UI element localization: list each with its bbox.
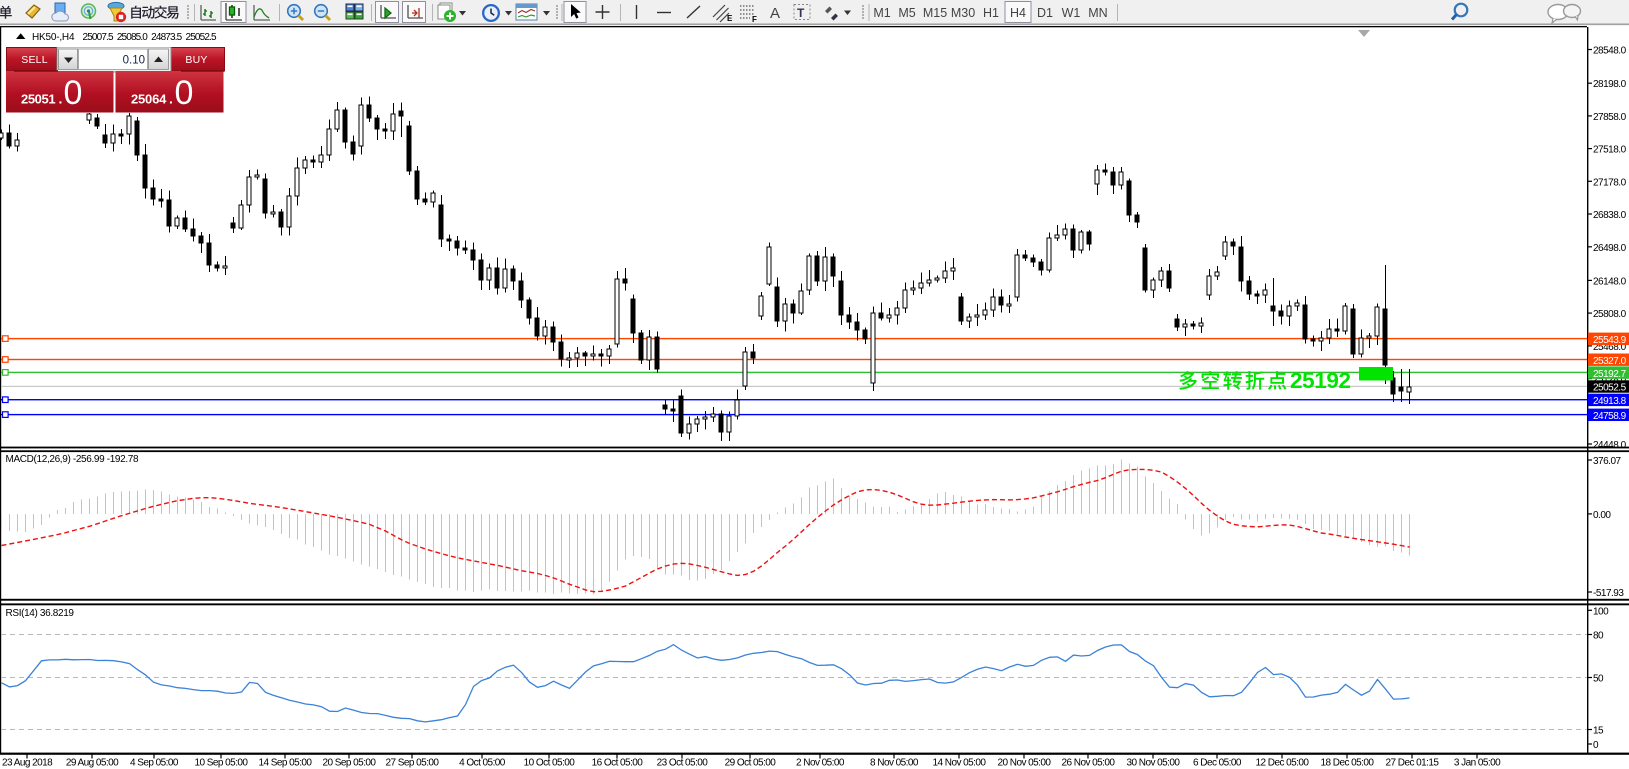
svg-text:0.00: 0.00: [1593, 510, 1611, 521]
svg-text:10 Sep 05:00: 10 Sep 05:00: [195, 758, 249, 769]
svg-text:.: .: [169, 90, 173, 106]
svg-text:25468.0: 25468.0: [1593, 342, 1627, 353]
svg-text:M30: M30: [951, 6, 975, 20]
svg-text:RSI(14) 36.8219: RSI(14) 36.8219: [6, 608, 75, 619]
svg-text:29 Aug 05:00: 29 Aug 05:00: [66, 758, 119, 769]
svg-text:14 Sep 05:00: 14 Sep 05:00: [259, 758, 313, 769]
svg-text:27 Sep 05:00: 27 Sep 05:00: [386, 758, 440, 769]
svg-text:27518.0: 27518.0: [1593, 145, 1627, 156]
svg-text:H1: H1: [983, 6, 999, 20]
svg-text:15: 15: [1593, 726, 1604, 737]
svg-text:27 Dec 01:15: 27 Dec 01:15: [1386, 758, 1440, 769]
svg-text:.: .: [59, 90, 63, 106]
svg-text:HK50-,H4: HK50-,H4: [32, 32, 75, 43]
svg-text:3 Jan 05:00: 3 Jan 05:00: [1454, 758, 1501, 769]
svg-text:80: 80: [1593, 631, 1604, 642]
svg-text:MN: MN: [1088, 6, 1107, 20]
svg-text:24913.8: 24913.8: [1593, 396, 1627, 407]
svg-text:A: A: [770, 5, 780, 22]
svg-text:18 Dec 05:00: 18 Dec 05:00: [1321, 758, 1375, 769]
svg-text:26 Nov 05:00: 26 Nov 05:00: [1062, 758, 1116, 769]
svg-text:50: 50: [1593, 674, 1604, 685]
svg-text:25543.9: 25543.9: [1593, 335, 1627, 346]
svg-text:T: T: [797, 6, 805, 20]
svg-text:2 Nov 05:00: 2 Nov 05:00: [796, 758, 845, 769]
svg-text:10 Oct 05:00: 10 Oct 05:00: [524, 758, 576, 769]
svg-text:25128.0: 25128.0: [1593, 375, 1627, 386]
svg-text:SELL: SELL: [21, 54, 48, 66]
svg-text:25327.0: 25327.0: [1593, 356, 1627, 367]
svg-text:E: E: [727, 14, 733, 23]
svg-text:100: 100: [1593, 606, 1609, 617]
svg-text:F: F: [752, 15, 757, 24]
svg-text:26148.0: 26148.0: [1593, 276, 1627, 287]
svg-text:25007.5 25085.0 24873.5 25052.: 25007.5 25085.0 24873.5 25052.5: [83, 32, 217, 43]
svg-text:0: 0: [1593, 740, 1599, 751]
svg-text:25052.5: 25052.5: [1593, 383, 1627, 394]
svg-text:BUY: BUY: [185, 54, 207, 66]
svg-text:M15: M15: [923, 6, 947, 20]
svg-text:6 Dec 05:00: 6 Dec 05:00: [1193, 758, 1242, 769]
svg-text:376.07: 376.07: [1593, 456, 1622, 467]
svg-text:16 Oct 05:00: 16 Oct 05:00: [592, 758, 644, 769]
svg-text:25192: 25192: [1290, 368, 1351, 393]
svg-text:29 Oct 05:00: 29 Oct 05:00: [725, 758, 777, 769]
svg-text:W1: W1: [1062, 6, 1081, 20]
svg-text:0: 0: [64, 74, 83, 112]
svg-text:25051: 25051: [21, 91, 55, 106]
svg-text:25808.0: 25808.0: [1593, 309, 1627, 320]
svg-text:23 Aug 2018: 23 Aug 2018: [2, 758, 53, 769]
svg-text:30 Nov 05:00: 30 Nov 05:00: [1127, 758, 1181, 769]
svg-text:H4: H4: [1010, 6, 1026, 20]
svg-text:D1: D1: [1037, 6, 1053, 20]
svg-text:M1: M1: [873, 6, 890, 20]
svg-text:23 Oct 05:00: 23 Oct 05:00: [657, 758, 709, 769]
svg-text:4 Oct 05:00: 4 Oct 05:00: [459, 758, 506, 769]
svg-text:0: 0: [175, 74, 194, 112]
svg-text:0.10: 0.10: [123, 55, 145, 67]
svg-text:MACD(12,26,9) -256.99 -192.78: MACD(12,26,9) -256.99 -192.78: [6, 454, 139, 465]
svg-text:M5: M5: [898, 6, 915, 20]
svg-text:25064: 25064: [131, 91, 167, 106]
svg-text:28198.0: 28198.0: [1593, 79, 1627, 90]
svg-text:25192.7: 25192.7: [1593, 369, 1627, 380]
svg-text:27858.0: 27858.0: [1593, 112, 1627, 123]
svg-text:-517.93: -517.93: [1593, 588, 1624, 599]
svg-text:8 Nov 05:00: 8 Nov 05:00: [870, 758, 919, 769]
svg-text:26498.0: 26498.0: [1593, 243, 1627, 254]
svg-text:28548.0: 28548.0: [1593, 46, 1627, 57]
svg-text:20 Nov 05:00: 20 Nov 05:00: [998, 758, 1052, 769]
svg-text:26838.0: 26838.0: [1593, 210, 1627, 221]
svg-text:24758.9: 24758.9: [1593, 411, 1627, 422]
svg-text:12 Dec 05:00: 12 Dec 05:00: [1256, 758, 1310, 769]
svg-text:20 Sep 05:00: 20 Sep 05:00: [323, 758, 377, 769]
svg-text:24448.0: 24448.0: [1593, 440, 1627, 451]
svg-text:27178.0: 27178.0: [1593, 177, 1627, 188]
svg-text:4 Sep 05:00: 4 Sep 05:00: [130, 758, 179, 769]
svg-text:14 Nov 05:00: 14 Nov 05:00: [933, 758, 987, 769]
